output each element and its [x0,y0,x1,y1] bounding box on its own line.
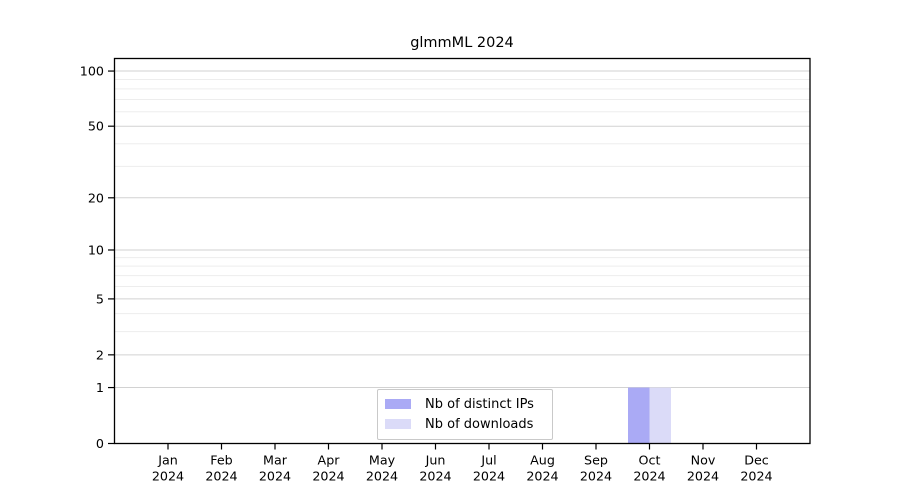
x-tick-label-month: Apr [318,453,341,468]
y-tick-label: 0 [96,436,104,451]
x-tick-label-year: 2024 [259,469,291,484]
chart-title: glmmML 2024 [410,35,514,51]
gridlines-minor [114,78,810,333]
plot-box [113,57,811,445]
legend-item-downloads: Nb of downloads [385,415,544,433]
x-tick-label-month: Feb [210,453,232,468]
x-tick-label-month: Sep [584,453,608,468]
legend-swatch-downloads [385,419,411,429]
y-tick-label: 100 [80,64,104,79]
gridlines-major [114,70,810,389]
x-axis: Jan2024Feb2024Mar2024Apr2024May2024Jun20… [152,443,773,484]
bar [628,387,650,444]
bar [649,387,671,444]
x-tick-label-month: May [369,453,396,468]
y-tick-label: 10 [88,242,104,257]
x-tick-label-year: 2024 [366,469,398,484]
x-tick-label-month: Jun [425,453,446,468]
y-tick-label: 1 [96,380,104,395]
x-tick-label-year: 2024 [633,469,665,484]
x-tick-label-month: Dec [744,453,769,468]
y-tick-label: 50 [88,119,104,134]
legend-item-distinct-ips: Nb of distinct IPs [385,395,544,413]
y-axis: 0 1 2 5 10 20 50 100 [80,64,115,451]
legend-label-downloads: Nb of downloads [425,416,534,432]
x-tick-label-year: 2024 [473,469,505,484]
bars [628,387,671,444]
y-tick-label: 20 [88,190,104,205]
x-tick-label-year: 2024 [312,469,344,484]
x-tick-label-year: 2024 [687,469,719,484]
legend: Nb of distinct IPs Nb of downloads [377,389,553,440]
x-tick-label-month: Jul [480,453,496,468]
x-tick-label-year: 2024 [740,469,772,484]
x-tick-label-year: 2024 [205,469,237,484]
y-tick-label: 2 [96,347,104,362]
x-tick-label-month: Oct [639,453,661,468]
x-tick-label-month: Aug [530,453,555,468]
x-tick-label-year: 2024 [419,469,451,484]
x-tick-label-month: Jan [157,453,178,468]
x-tick-label-month: Mar [263,453,288,468]
legend-swatch-distinct-ips [385,399,411,409]
y-tick-label: 5 [96,291,104,306]
legend-label-distinct-ips: Nb of distinct IPs [425,396,534,412]
x-tick-label-month: Nov [691,453,716,468]
x-tick-label-year: 2024 [580,469,612,484]
x-tick-label-year: 2024 [526,469,558,484]
x-tick-label-year: 2024 [152,469,184,484]
